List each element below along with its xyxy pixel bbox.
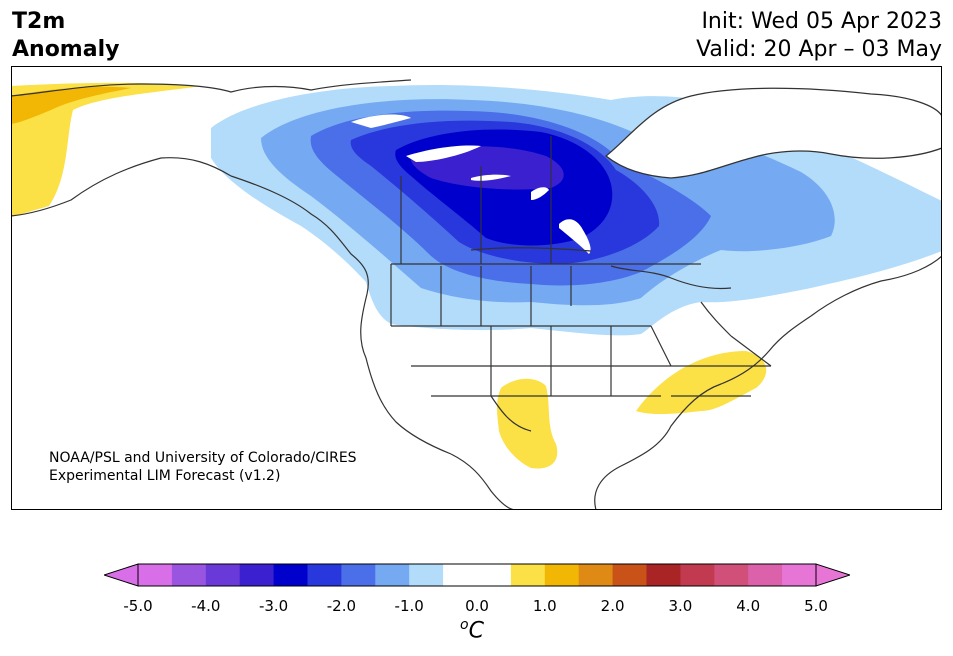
unit-letter: C <box>468 618 484 644</box>
colorbar-tick-label: 1.0 <box>532 597 557 615</box>
colorbar-tick-label: 4.0 <box>736 597 761 615</box>
colorbar-tick-label: 2.0 <box>600 597 625 615</box>
colorbar-swatch <box>443 564 478 586</box>
colorbar-tick-label: 0.0 <box>465 597 489 615</box>
anomaly-map <box>11 66 942 510</box>
title-variable: T2m <box>12 9 66 34</box>
data-credit: NOAA/PSL and University of Colorado/CIRE… <box>49 449 357 485</box>
colorbar-swatch <box>307 564 342 586</box>
title-anomaly: Anomaly <box>12 37 120 62</box>
init-date: Init: Wed 05 Apr 2023 <box>701 9 942 34</box>
colorbar-swatch <box>375 564 410 586</box>
colorbar-swatch <box>680 564 715 586</box>
colorbar-swatch <box>646 564 681 586</box>
canada-cold-anomaly <box>211 84 942 336</box>
colorbar-swatch <box>544 564 580 586</box>
unit-degree-sup: o <box>460 617 469 633</box>
colorbar-swatch <box>138 564 173 586</box>
alaska-warm-anomaly <box>11 82 201 216</box>
colorbar-swatch <box>714 564 749 586</box>
colorbar-swatch <box>578 564 614 586</box>
colorbar-swatch <box>205 564 241 586</box>
colorbar-tick-label: 3.0 <box>668 597 693 615</box>
colorbar-swatch <box>510 564 546 586</box>
colorbar-tick-label: -4.0 <box>191 597 221 615</box>
colorbar-tick-label: -2.0 <box>326 597 357 615</box>
colorbar-swatch <box>748 564 783 586</box>
colorbar-tick-label: -1.0 <box>394 597 424 615</box>
boundaries <box>11 79 942 510</box>
colorbar <box>104 563 850 587</box>
colorbar-tick-labels: -5.0 -4.0 -3.0 -2.0 -1.0 0.0 1.0 2.0 3.0 4.0 5.0 <box>0 597 953 617</box>
colorbar-swatch <box>409 564 444 586</box>
colorbar-swatch <box>239 564 275 586</box>
colorbar-unit: oC <box>460 617 484 643</box>
map-title: T2m Anomaly <box>12 8 119 64</box>
colorbar-swatch <box>612 564 647 586</box>
colorbar-tick-label: -3.0 <box>258 597 289 615</box>
colorbar-low-extend <box>104 563 139 587</box>
forecast-dates: Init: Wed 05 Apr 2023 Valid: 20 Apr – 03… <box>696 8 942 64</box>
southeast-warm-anomaly <box>636 351 767 415</box>
credit-line-1: NOAA/PSL and University of Colorado/CIRE… <box>49 450 357 466</box>
colorbar-swatch <box>477 564 512 586</box>
colorbar-swatch <box>171 564 207 586</box>
colorbar-swatch <box>782 564 817 586</box>
colorbar-high-extend <box>815 563 850 587</box>
credit-line-2: Experimental LIM Forecast (v1.2) <box>49 468 281 484</box>
colorbar-swatch <box>341 564 376 586</box>
greenland <box>604 87 942 179</box>
colorbar-tick-label: 5.0 <box>804 597 828 615</box>
colorbar-swatches <box>138 564 817 586</box>
colorbar-tick-label: -5.0 <box>123 597 153 615</box>
texas-warm-anomaly <box>497 378 558 469</box>
valid-range: Valid: 20 Apr – 03 May <box>696 37 942 62</box>
colorbar-swatch <box>273 564 308 586</box>
